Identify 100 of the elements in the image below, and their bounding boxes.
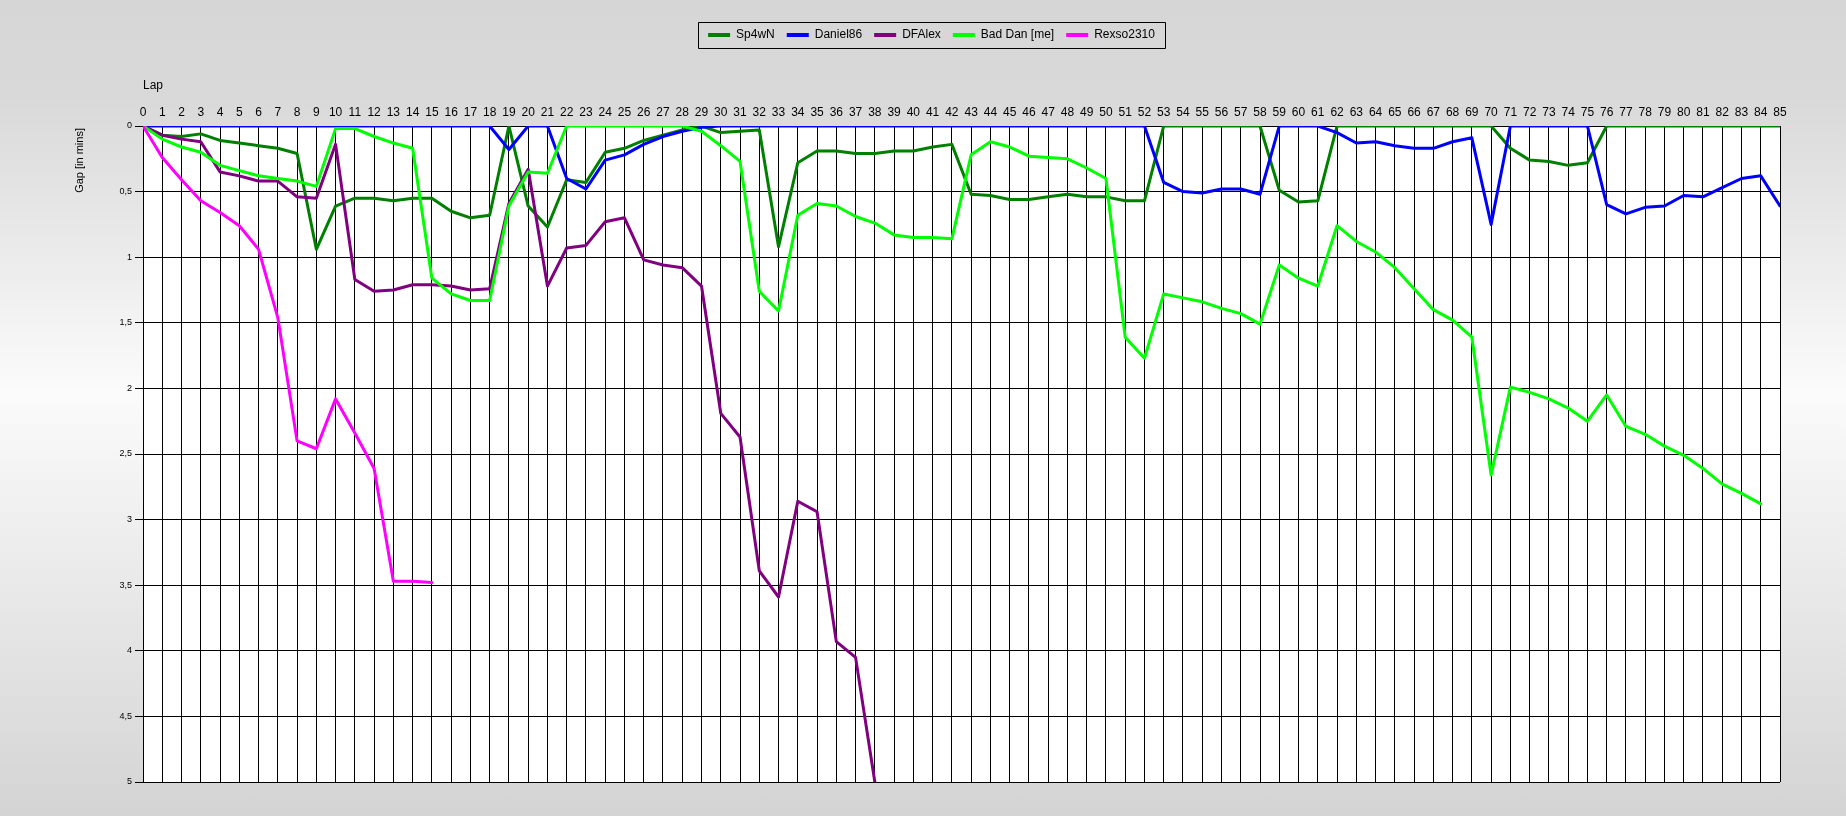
- x-tick-label: 15: [425, 105, 439, 120]
- x-tick-label: 32: [752, 105, 767, 120]
- x-tick-label: 14: [405, 105, 420, 120]
- y-axis-title: Gap [in mins]: [73, 128, 86, 193]
- x-tick-label: 11: [348, 105, 362, 120]
- x-tick-label: 68: [1445, 105, 1460, 120]
- x-tick-label: 8: [293, 105, 301, 120]
- x-tick-label: 69: [1465, 105, 1479, 120]
- y-tick-label: 3,5: [119, 579, 132, 590]
- x-tick-label: 47: [1041, 105, 1056, 120]
- y-tick-label: 3: [126, 514, 132, 525]
- x-tick-label: 40: [906, 105, 921, 120]
- x-tick-label: 50: [1099, 105, 1113, 120]
- x-tick-label: 51: [1118, 105, 1133, 120]
- x-tick-label: 0: [139, 105, 147, 120]
- x-tick-label: 82: [1715, 105, 1730, 120]
- x-axis-title: Lap: [143, 77, 164, 92]
- x-tick-label: 34: [791, 105, 805, 120]
- x-tick-label: 65: [1388, 105, 1402, 120]
- y-tick-label: 0,5: [119, 186, 132, 197]
- x-tick-label: 38: [868, 105, 882, 120]
- x-tick-label: 39: [887, 105, 902, 120]
- x-tick-label: 31: [733, 105, 748, 120]
- x-tick-label: 45: [1002, 105, 1017, 120]
- x-tick-label: 41: [925, 105, 940, 120]
- x-tick-label: 48: [1060, 105, 1075, 120]
- x-tick-label: 10: [328, 105, 343, 120]
- y-tick-label: 4: [126, 645, 132, 656]
- x-tick-label: 79: [1657, 105, 1672, 120]
- x-tick-label: 72: [1522, 105, 1537, 120]
- x-tick-label: 57: [1234, 105, 1248, 120]
- x-tick-label: 55: [1195, 105, 1210, 120]
- legend-label: Daniel86: [814, 27, 863, 42]
- x-tick-label: 71: [1503, 105, 1518, 120]
- x-tick-label: 3: [197, 105, 205, 120]
- x-tick-label: 63: [1349, 105, 1364, 120]
- x-tick-label: 84: [1754, 105, 1768, 120]
- x-tick-label: 24: [598, 105, 613, 120]
- x-tick-label: 2: [178, 105, 186, 120]
- y-tick-label: 2,5: [119, 448, 132, 459]
- x-tick-label: 67: [1426, 105, 1441, 120]
- legend-label: DFAlex: [902, 27, 941, 42]
- x-tick-label: 29: [694, 105, 709, 120]
- x-tick-label: 42: [945, 105, 959, 120]
- x-tick-label: 81: [1696, 105, 1710, 120]
- x-tick-label: 52: [1137, 105, 1152, 120]
- legend-label: Sp4wN: [736, 27, 775, 42]
- x-tick-label: 28: [675, 105, 690, 120]
- x-tick-label: 43: [964, 105, 979, 120]
- x-tick-label: 75: [1580, 105, 1595, 120]
- x-tick-label: 60: [1291, 105, 1306, 120]
- x-tick-label: 58: [1253, 105, 1268, 120]
- x-tick-label: 6: [255, 105, 263, 120]
- x-tick-label: 26: [637, 105, 651, 120]
- x-tick-label: 4: [216, 105, 224, 120]
- x-tick-label: 74: [1561, 105, 1576, 120]
- x-tick-label: 85: [1773, 105, 1787, 120]
- x-tick-label: 76: [1599, 105, 1614, 120]
- y-tick-label: 1,5: [119, 317, 132, 328]
- x-tick-label: 46: [1022, 105, 1036, 120]
- legend-label: Rexso2310: [1094, 27, 1156, 42]
- x-tick-label: 70: [1484, 105, 1499, 120]
- x-tick-label: 20: [521, 105, 536, 120]
- x-tick-label: 17: [463, 105, 478, 120]
- x-tick-label: 61: [1311, 105, 1325, 120]
- y-tick-label: 5: [126, 776, 132, 787]
- x-tick-label: 16: [444, 105, 459, 120]
- x-tick-label: 44: [983, 105, 998, 120]
- y-tick-label: 0: [126, 120, 132, 131]
- x-tick-label: 83: [1734, 105, 1749, 120]
- x-tick-label: 49: [1080, 105, 1094, 120]
- x-tick-label: 77: [1619, 105, 1633, 120]
- x-tick-label: 36: [829, 105, 844, 120]
- x-tick-label: 54: [1176, 105, 1190, 120]
- y-tick-label: 1: [126, 251, 132, 262]
- x-tick-label: 23: [579, 105, 593, 120]
- x-tick-label: 21: [540, 105, 555, 120]
- x-tick-label: 56: [1214, 105, 1229, 120]
- x-tick-label: 18: [482, 105, 497, 120]
- x-tick-label: 62: [1330, 105, 1345, 120]
- x-tick-label: 37: [848, 105, 863, 120]
- x-tick-label: 9: [312, 105, 320, 120]
- x-tick-label: 12: [367, 105, 382, 120]
- x-tick-label: 27: [656, 105, 670, 120]
- x-tick-label: 78: [1638, 105, 1653, 120]
- x-tick-label: 35: [810, 105, 825, 120]
- y-tick-label: 4,5: [119, 710, 132, 721]
- x-tick-label: 80: [1677, 105, 1691, 120]
- x-tick-label: 30: [714, 105, 728, 120]
- legend-label: Bad Dan [me]: [980, 27, 1055, 42]
- x-tick-label: 22: [560, 105, 574, 120]
- x-tick-label: 59: [1272, 105, 1287, 120]
- x-tick-label: 1: [158, 105, 166, 120]
- x-tick-label: 5: [235, 105, 243, 120]
- x-tick-label: 64: [1368, 105, 1383, 120]
- x-tick-label: 13: [386, 105, 401, 120]
- x-tick-label: 7: [274, 105, 282, 120]
- x-tick-label: 66: [1407, 105, 1422, 120]
- y-tick-label: 2: [126, 382, 132, 393]
- x-tick-label: 33: [771, 105, 786, 120]
